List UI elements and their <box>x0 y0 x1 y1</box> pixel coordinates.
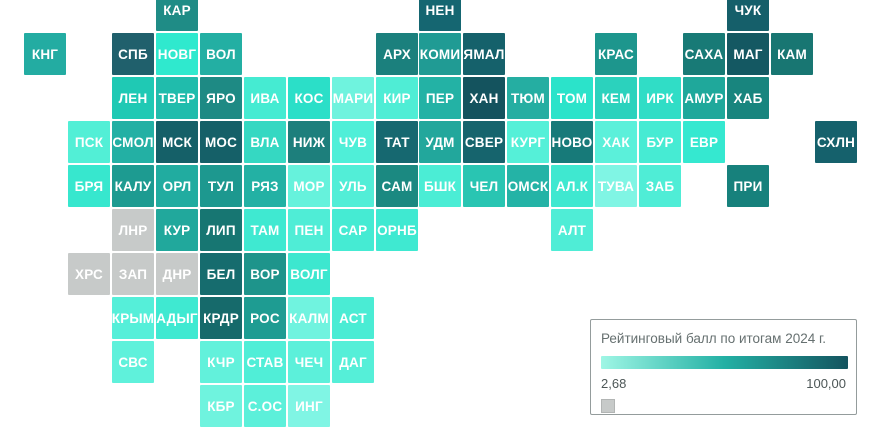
region-tile-СПБ[interactable]: СПБ <box>112 33 154 75</box>
region-tile-С.ОС[interactable]: С.ОС <box>244 385 286 427</box>
region-tile-ТАТ[interactable]: ТАТ <box>376 121 418 163</box>
region-tile-ИВА[interactable]: ИВА <box>244 77 286 119</box>
region-tile-ПЕН[interactable]: ПЕН <box>288 209 330 251</box>
region-tile-УДМ[interactable]: УДМ <box>419 121 461 163</box>
region-tile-ХАБ[interactable]: ХАБ <box>727 77 769 119</box>
region-tile-ТУВА[interactable]: ТУВА <box>595 165 637 207</box>
region-tile-СХЛН[interactable]: СХЛН <box>815 121 857 163</box>
region-tile-ТЮМ[interactable]: ТЮМ <box>507 77 549 119</box>
region-tile-БУР[interactable]: БУР <box>639 121 681 163</box>
region-tile-ХАК[interactable]: ХАК <box>595 121 637 163</box>
region-tile-САР[interactable]: САР <box>332 209 374 251</box>
region-tile-КРАС[interactable]: КРАС <box>595 33 637 75</box>
region-tile-СМОЛ[interactable]: СМОЛ <box>112 121 154 163</box>
region-tile-ПЕР[interactable]: ПЕР <box>419 77 461 119</box>
region-tile-ВОЛ[interactable]: ВОЛ <box>200 33 242 75</box>
region-tile-АСТ[interactable]: АСТ <box>332 297 374 339</box>
region-tile-ЯМАЛ[interactable]: ЯМАЛ <box>463 33 505 75</box>
region-tile-КРЫМ[interactable]: КРЫМ <box>112 297 154 339</box>
region-tile-АДЫГ[interactable]: АДЫГ <box>156 297 198 339</box>
region-tile-УЛЬ[interactable]: УЛЬ <box>332 165 374 207</box>
region-tile-ПСК[interactable]: ПСК <box>68 121 110 163</box>
region-tile-ДАГ[interactable]: ДАГ <box>332 341 374 383</box>
region-tile-САХА[interactable]: САХА <box>683 33 725 75</box>
region-tile-МСК[interactable]: МСК <box>156 121 198 163</box>
region-tile-ПРИ[interactable]: ПРИ <box>727 165 769 207</box>
region-tile-ТОМ[interactable]: ТОМ <box>551 77 593 119</box>
legend-min-value: 2,68 <box>601 376 627 391</box>
region-tile-РЯЗ[interactable]: РЯЗ <box>244 165 286 207</box>
region-tile-ЧУК[interactable]: ЧУК <box>727 0 769 31</box>
region-tile-БЕЛ[interactable]: БЕЛ <box>200 253 242 295</box>
region-tile-ЛИП[interactable]: ЛИП <box>200 209 242 251</box>
region-tile-КЧР[interactable]: КЧР <box>200 341 242 383</box>
region-tile-КАМ[interactable]: КАМ <box>771 33 813 75</box>
region-tile-АЛТ[interactable]: АЛТ <box>551 209 593 251</box>
region-tile-АРХ[interactable]: АРХ <box>376 33 418 75</box>
region-tile-ВОЛГ[interactable]: ВОЛГ <box>288 253 330 295</box>
legend-title: Рейтинговый балл по итогам 2024 г. <box>601 331 827 346</box>
region-tile-КУР[interactable]: КУР <box>156 209 198 251</box>
region-tile-КНГ[interactable]: КНГ <box>24 33 66 75</box>
region-tile-СТАВ[interactable]: СТАВ <box>244 341 286 383</box>
region-tile-КЕМ[interactable]: КЕМ <box>595 77 637 119</box>
region-tile-ЛНР[interactable]: ЛНР <box>112 209 154 251</box>
region-tile-ИНГ[interactable]: ИНГ <box>288 385 330 427</box>
region-tile-МАГ[interactable]: МАГ <box>727 33 769 75</box>
region-tile-ИРК[interactable]: ИРК <box>639 77 681 119</box>
no-data-swatch <box>601 399 615 413</box>
region-tile-КРДР[interactable]: КРДР <box>200 297 242 339</box>
region-tile-ВЛА[interactable]: ВЛА <box>244 121 286 163</box>
region-tile-КУРГ[interactable]: КУРГ <box>507 121 549 163</box>
region-tile-БШК[interactable]: БШК <box>419 165 461 207</box>
region-tile-МОР[interactable]: МОР <box>288 165 330 207</box>
region-tile-ЧЕЧ[interactable]: ЧЕЧ <box>288 341 330 383</box>
region-tile-ТУЛ[interactable]: ТУЛ <box>200 165 242 207</box>
legend-box: Рейтинговый балл по итогам 2024 г. 2,68 … <box>590 319 857 415</box>
region-tile-ЯРО[interactable]: ЯРО <box>200 77 242 119</box>
region-tile-НЕН[interactable]: НЕН <box>419 0 461 31</box>
region-tile-ЛЕН[interactable]: ЛЕН <box>112 77 154 119</box>
region-tile-ТВЕР[interactable]: ТВЕР <box>156 77 198 119</box>
region-tile-ЧУВ[interactable]: ЧУВ <box>332 121 374 163</box>
legend-gradient-bar <box>601 356 848 369</box>
region-tile-ЕВР[interactable]: ЕВР <box>683 121 725 163</box>
region-tile-ХРС[interactable]: ХРС <box>68 253 110 295</box>
region-tile-БРЯ[interactable]: БРЯ <box>68 165 110 207</box>
legend-max-value: 100,00 <box>806 376 846 391</box>
region-tile-КИР[interactable]: КИР <box>376 77 418 119</box>
region-tile-ЗАП[interactable]: ЗАП <box>112 253 154 295</box>
region-tile-ЗАБ[interactable]: ЗАБ <box>639 165 681 207</box>
region-tile-ТАМ[interactable]: ТАМ <box>244 209 286 251</box>
region-tile-АМУР[interactable]: АМУР <box>683 77 725 119</box>
region-tile-РОС[interactable]: РОС <box>244 297 286 339</box>
region-tile-КАР[interactable]: КАР <box>156 0 198 31</box>
region-tile-ОРНБ[interactable]: ОРНБ <box>376 209 418 251</box>
region-tile-КБР[interactable]: КБР <box>200 385 242 427</box>
region-tile-МАРИ[interactable]: МАРИ <box>332 77 374 119</box>
region-tile-НОВГ[interactable]: НОВГ <box>156 33 198 75</box>
region-tile-НОВО[interactable]: НОВО <box>551 121 593 163</box>
region-tile-КОС[interactable]: КОС <box>288 77 330 119</box>
region-tile-ДНР[interactable]: ДНР <box>156 253 198 295</box>
region-tile-ВОР[interactable]: ВОР <box>244 253 286 295</box>
region-tile-САМ[interactable]: САМ <box>376 165 418 207</box>
legend-range: 2,68 100,00 <box>601 376 846 391</box>
region-tile-МОС[interactable]: МОС <box>200 121 242 163</box>
russia-tile-map: КАР НЕН ЧУК КНГ СПБ НОВГ ВОЛ АРХ КОМИ ЯМАЛ КРАС САХ… <box>24 0 857 427</box>
region-tile-НИЖ[interactable]: НИЖ <box>288 121 330 163</box>
region-tile-ОРЛ[interactable]: ОРЛ <box>156 165 198 207</box>
region-tile-КАЛУ[interactable]: КАЛУ <box>112 165 154 207</box>
region-tile-СВС[interactable]: СВС <box>112 341 154 383</box>
region-tile-ЧЕЛ[interactable]: ЧЕЛ <box>463 165 505 207</box>
region-tile-ХАН[interactable]: ХАН <box>463 77 505 119</box>
region-tile-ОМСК[interactable]: ОМСК <box>507 165 549 207</box>
region-tile-АЛ.К[interactable]: АЛ.К <box>551 165 593 207</box>
region-tile-КОМИ[interactable]: КОМИ <box>419 33 461 75</box>
region-tile-КАЛМ[interactable]: КАЛМ <box>288 297 330 339</box>
region-tile-СВЕР[interactable]: СВЕР <box>463 121 505 163</box>
